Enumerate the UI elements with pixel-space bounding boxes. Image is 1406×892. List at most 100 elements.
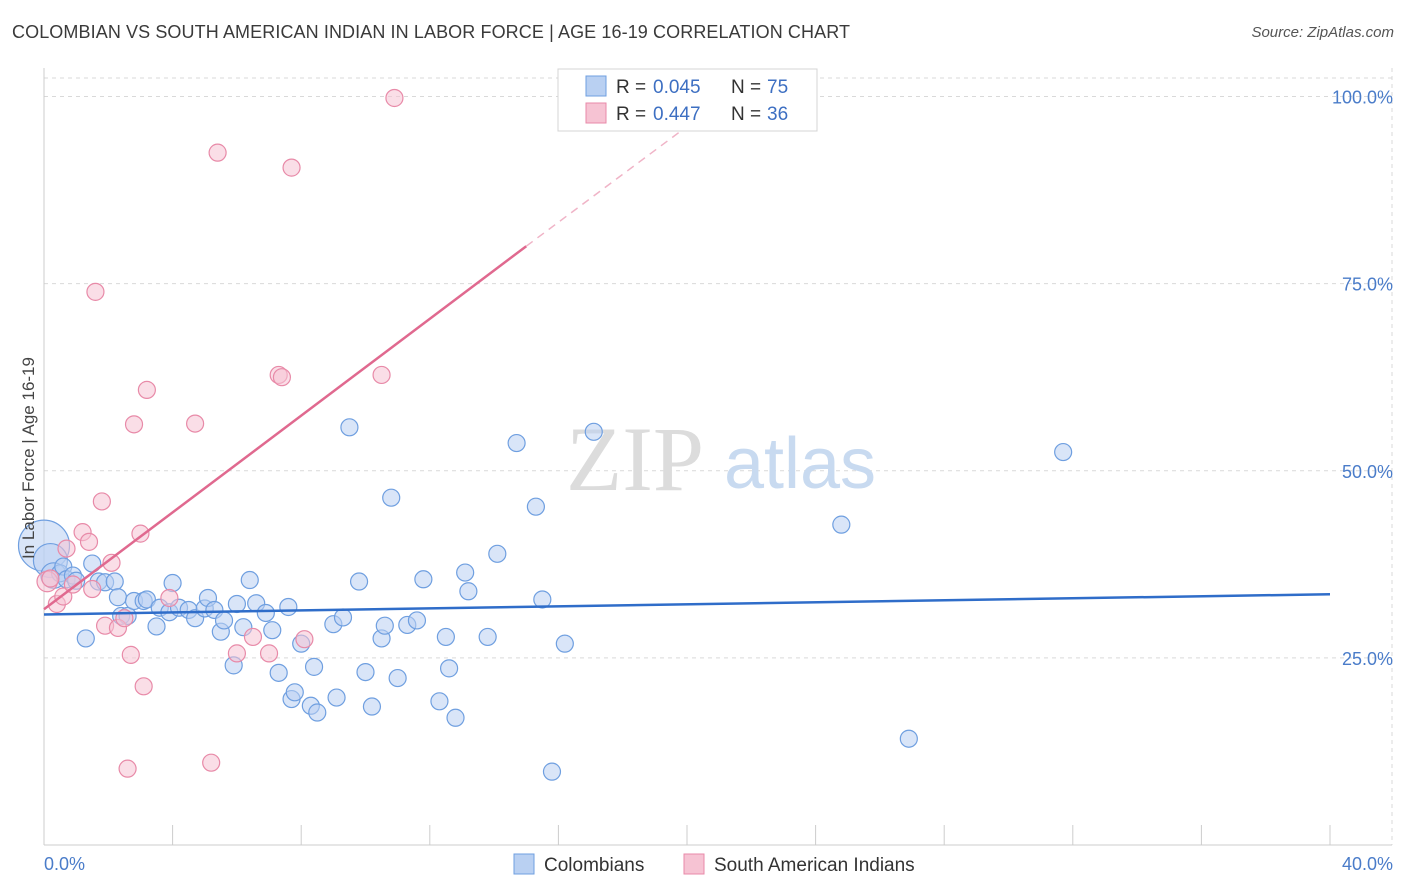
bottom-legend-south-american-indians: South American Indians bbox=[714, 855, 915, 876]
point-colombians bbox=[436, 627, 455, 647]
point-south-american-indians bbox=[208, 143, 227, 162]
point-colombians bbox=[478, 627, 497, 647]
point-south-american-indians bbox=[160, 588, 179, 608]
point-south-american-indians bbox=[372, 365, 391, 385]
legend-r-label-1: R = bbox=[616, 104, 646, 125]
point-colombians bbox=[446, 708, 465, 727]
legend-n-value-1: 36 bbox=[767, 104, 788, 125]
point-south-american-indians bbox=[86, 282, 105, 301]
legend-r-label-0: R = bbox=[616, 77, 646, 98]
y-axis-label: In Labor Force | Age 16-19 bbox=[19, 357, 38, 559]
point-colombians bbox=[340, 418, 359, 437]
point-colombians bbox=[542, 762, 562, 781]
legend-swatch-south-american-indians bbox=[585, 102, 607, 124]
point-colombians bbox=[137, 590, 156, 609]
point-colombians bbox=[349, 572, 369, 591]
legend-n-label-0: N = bbox=[731, 77, 761, 98]
point-south-american-indians bbox=[186, 414, 205, 433]
x-tick-label-max: 40.0% bbox=[1342, 854, 1393, 874]
point-colombians bbox=[214, 611, 234, 630]
point-colombians bbox=[899, 729, 918, 748]
legend-n-value-0: 75 bbox=[767, 77, 788, 98]
point-south-american-indians bbox=[272, 368, 292, 387]
point-colombians bbox=[533, 590, 552, 609]
y-tick-label: 100.0% bbox=[1332, 88, 1393, 108]
point-colombians bbox=[105, 572, 124, 591]
point-colombians bbox=[163, 573, 182, 593]
watermark-atlas: atlas bbox=[724, 424, 876, 504]
point-south-american-indians bbox=[57, 539, 76, 558]
grid-layer bbox=[44, 68, 1393, 845]
point-south-american-indians bbox=[137, 380, 156, 400]
point-colombians bbox=[832, 515, 851, 534]
legend-n-label-1: N = bbox=[731, 104, 761, 125]
point-colombians bbox=[382, 488, 401, 507]
y-tick-label: 50.0% bbox=[1342, 462, 1393, 482]
point-colombians bbox=[256, 603, 275, 623]
bottom-legend-swatch-colombians bbox=[513, 853, 535, 875]
point-colombians bbox=[507, 433, 526, 453]
point-colombians bbox=[279, 597, 298, 617]
point-colombians bbox=[285, 683, 304, 702]
point-south-american-indians bbox=[124, 415, 144, 434]
point-south-american-indians bbox=[202, 753, 221, 772]
point-colombians bbox=[362, 697, 382, 716]
legend-r-value-0: 0.045 bbox=[653, 77, 701, 98]
point-colombians bbox=[414, 570, 433, 589]
series-legend: Colombians South American Indians bbox=[513, 853, 915, 876]
axes-layer: 25.0% 50.0% 75.0% 100.0% bbox=[43, 68, 1393, 846]
point-colombians bbox=[227, 594, 246, 614]
point-south-american-indians bbox=[131, 524, 150, 543]
point-colombians bbox=[526, 497, 545, 516]
point-colombians bbox=[269, 663, 288, 682]
point-south-american-indians bbox=[282, 158, 301, 177]
point-colombians bbox=[308, 703, 327, 722]
bottom-legend-swatch-south-american-indians bbox=[683, 853, 705, 875]
point-colombians bbox=[76, 629, 95, 648]
point-colombians bbox=[108, 588, 128, 607]
points-layer bbox=[17, 88, 1073, 781]
point-colombians bbox=[375, 616, 394, 635]
point-colombians bbox=[439, 659, 459, 678]
watermark: ZIP atlas bbox=[566, 408, 876, 510]
point-colombians bbox=[240, 570, 259, 590]
point-colombians bbox=[333, 608, 353, 627]
point-colombians bbox=[555, 634, 574, 653]
point-south-american-indians bbox=[121, 645, 140, 664]
y-tick-label: 25.0% bbox=[1342, 649, 1393, 669]
point-colombians bbox=[488, 544, 507, 563]
bottom-legend-colombians: Colombians bbox=[544, 855, 644, 876]
point-colombians bbox=[327, 688, 346, 707]
chart-title: COLOMBIAN VS SOUTH AMERICAN INDIAN IN LA… bbox=[12, 22, 851, 42]
point-south-american-indians bbox=[259, 644, 279, 663]
legend-swatch-colombians bbox=[585, 75, 607, 97]
point-south-american-indians bbox=[227, 644, 246, 663]
point-colombians bbox=[430, 692, 449, 711]
point-south-american-indians bbox=[83, 579, 102, 599]
point-colombians bbox=[459, 582, 478, 601]
point-south-american-indians bbox=[92, 492, 111, 511]
point-south-american-indians bbox=[79, 532, 99, 551]
point-south-american-indians bbox=[295, 630, 314, 649]
legend-r-value-1: 0.447 bbox=[653, 104, 701, 125]
x-tick-label-min: 0.0% bbox=[44, 854, 85, 874]
stats-legend: R = 0.045 N = 75 R = 0.447 N = 36 bbox=[557, 68, 818, 132]
point-colombians bbox=[456, 563, 475, 582]
point-colombians bbox=[263, 621, 282, 640]
point-colombians bbox=[1054, 442, 1073, 462]
point-south-american-indians bbox=[41, 569, 60, 588]
trendline-south-american-indians bbox=[43, 245, 528, 611]
point-colombians bbox=[407, 611, 427, 630]
trendline-colombians bbox=[43, 593, 1331, 616]
point-south-american-indians bbox=[385, 88, 404, 108]
y-tick-label: 75.0% bbox=[1342, 275, 1393, 295]
point-colombians bbox=[356, 662, 375, 682]
point-south-american-indians bbox=[118, 759, 137, 778]
point-colombians bbox=[147, 617, 166, 636]
point-south-american-indians bbox=[102, 553, 121, 572]
trend-layer bbox=[43, 125, 1331, 616]
point-colombians bbox=[388, 668, 407, 688]
point-colombians bbox=[584, 422, 603, 441]
point-colombians bbox=[304, 657, 324, 676]
